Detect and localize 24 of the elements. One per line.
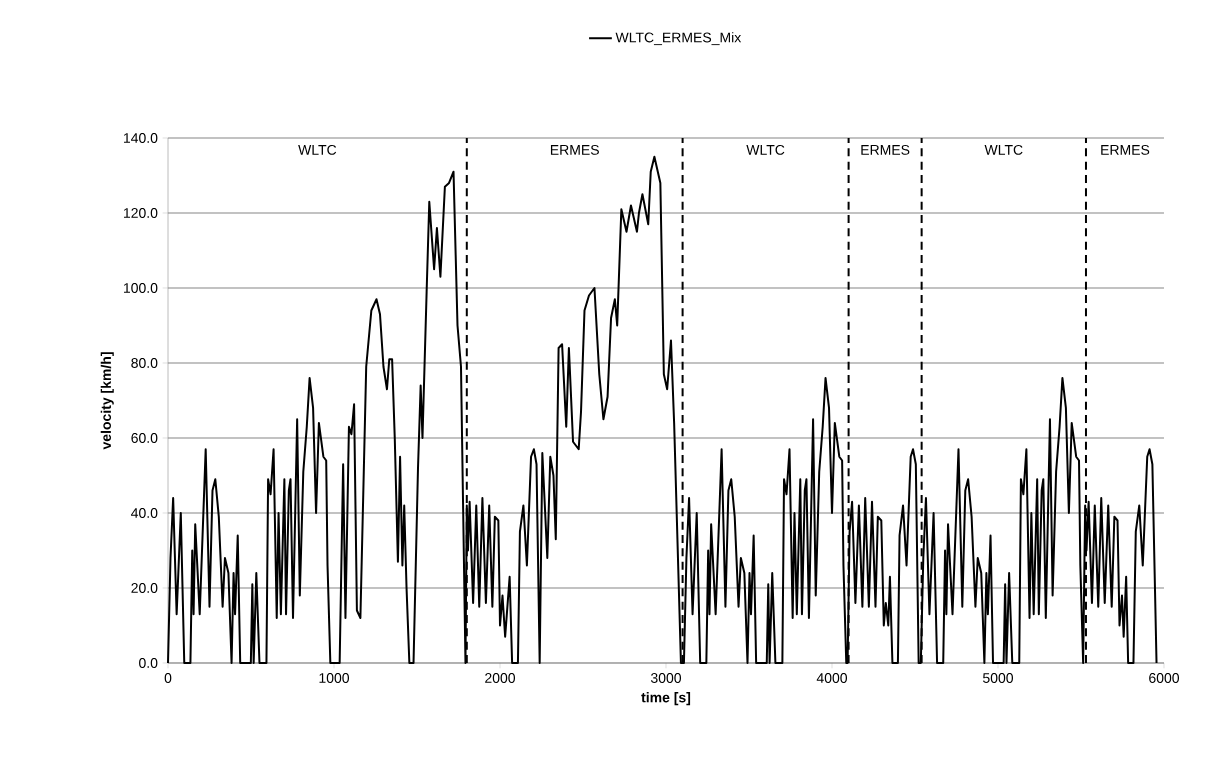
x-tick-label: 2000 xyxy=(485,673,516,683)
y-tick-label: 120.0 xyxy=(123,208,158,218)
x-tick-label: 5000 xyxy=(982,673,1014,683)
x-axis-title: time [s] xyxy=(641,692,691,706)
x-tick-label: 3000 xyxy=(650,673,682,683)
y-tick-label: 140.0 xyxy=(123,133,158,143)
annotation: ERMES xyxy=(861,144,910,155)
y-tick-label: 100.0 xyxy=(123,283,158,293)
x-tick-label: 1000 xyxy=(319,673,350,683)
legend-label: WLTC_ERMES_Mix xyxy=(615,32,742,46)
y-tick-label: 40.0 xyxy=(131,508,158,518)
annotation: ERMES xyxy=(550,144,599,155)
y-tick-label: 80.0 xyxy=(131,358,158,368)
y-tick-label: 0.0 xyxy=(139,658,158,668)
y-axis-title: velocity [km/h] xyxy=(100,352,114,450)
annotation: ERMES xyxy=(1101,144,1150,155)
annotation: WLTC xyxy=(984,144,1023,155)
annotation: WLTC xyxy=(746,144,785,155)
y-tick-label: 20.0 xyxy=(131,583,158,593)
y-tick-label: 60.0 xyxy=(131,433,158,443)
x-tick-label: 6000 xyxy=(1149,673,1180,683)
x-tick-label: 4000 xyxy=(816,673,848,683)
annotation: WLTC xyxy=(298,144,337,155)
x-tick-label: 0 xyxy=(164,673,172,683)
